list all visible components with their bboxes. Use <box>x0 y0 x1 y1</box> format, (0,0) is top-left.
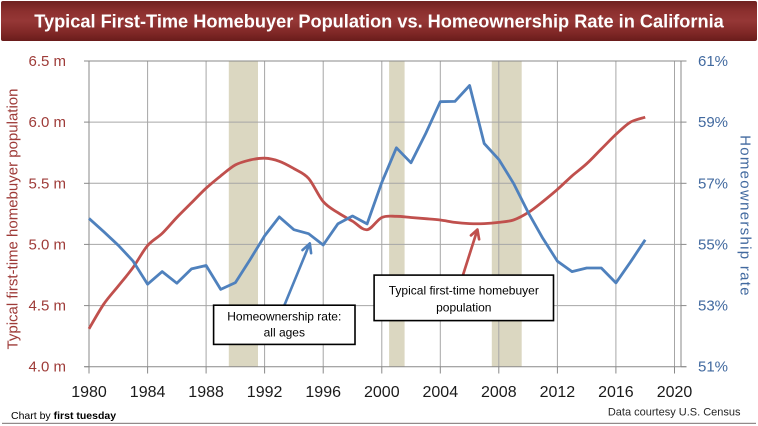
svg-text:2004: 2004 <box>423 384 459 401</box>
svg-text:59%: 59% <box>698 114 728 131</box>
svg-text:4.0 m: 4.0 m <box>28 359 66 376</box>
svg-text:population: population <box>436 301 491 315</box>
svg-text:5.0 m: 5.0 m <box>28 236 66 253</box>
svg-text:2016: 2016 <box>598 384 634 401</box>
svg-text:6.5 m: 6.5 m <box>28 53 66 70</box>
svg-text:all ages: all ages <box>264 326 305 340</box>
svg-text:Data courtesy U.S. Census: Data courtesy U.S. Census <box>608 407 741 419</box>
svg-text:2008: 2008 <box>481 384 517 401</box>
svg-text:Typical first-time homebuyer p: Typical first-time homebuyer population <box>4 89 21 350</box>
svg-text:2012: 2012 <box>540 384 576 401</box>
svg-text:6.0 m: 6.0 m <box>28 114 66 131</box>
svg-text:61%: 61% <box>698 53 728 70</box>
svg-text:1980: 1980 <box>71 384 107 401</box>
svg-text:Typical First-Time Homebuyer P: Typical First-Time Homebuyer Population … <box>34 12 724 32</box>
svg-text:Homeownership rate: Homeownership rate <box>737 135 754 297</box>
svg-text:1992: 1992 <box>247 384 283 401</box>
svg-text:2020: 2020 <box>657 384 693 401</box>
svg-text:2000: 2000 <box>364 384 400 401</box>
svg-text:1996: 1996 <box>305 384 341 401</box>
svg-text:53%: 53% <box>698 298 728 315</box>
svg-text:1984: 1984 <box>130 384 166 401</box>
svg-text:4.5 m: 4.5 m <box>28 298 66 315</box>
svg-text:57%: 57% <box>698 175 728 192</box>
svg-text:1988: 1988 <box>188 384 224 401</box>
svg-text:5.5 m: 5.5 m <box>28 175 66 192</box>
svg-text:51%: 51% <box>698 359 728 376</box>
svg-text:Homeownership rate:: Homeownership rate: <box>227 310 341 324</box>
svg-text:Typical first-time homebuyer: Typical first-time homebuyer <box>389 284 539 298</box>
svg-text:Chart by first tuesday: Chart by first tuesday <box>11 410 116 422</box>
svg-text:55%: 55% <box>698 236 728 253</box>
